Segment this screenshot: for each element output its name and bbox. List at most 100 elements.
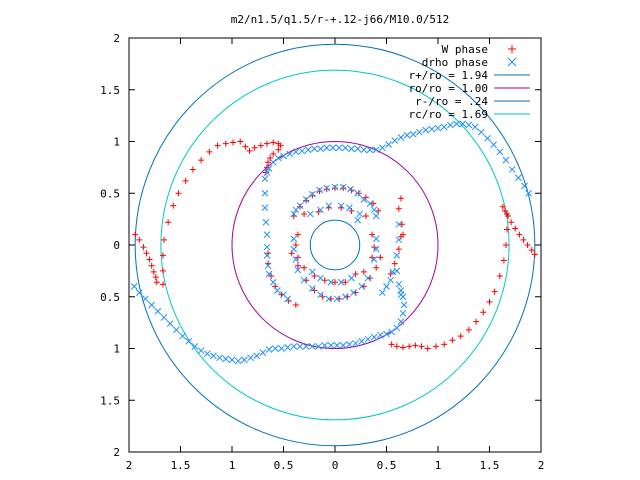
w-phase-point: [432, 343, 439, 350]
w-phase-point: [520, 236, 527, 243]
drho-phase-point: [341, 293, 349, 301]
drho-phase-point: [302, 343, 310, 350]
x-tick-label: 1.5: [171, 459, 191, 472]
drho-phase-point: [247, 354, 254, 362]
circle-rcro: [160, 69, 510, 421]
drho-phase-point: [130, 283, 138, 290]
drho-phase-point: [263, 169, 271, 176]
w-phase-point: [198, 157, 205, 164]
w-phase-point: [524, 242, 531, 248]
w-phase-point: [285, 297, 292, 304]
drho-phase-point: [290, 210, 298, 218]
drho-phase-point: [329, 144, 337, 152]
w-phase-point: [159, 252, 166, 259]
drho-phase-point: [358, 283, 366, 290]
drho-phase-point: [286, 150, 294, 158]
drho-phase-point: [409, 130, 417, 138]
drho-phase-point: [387, 276, 394, 284]
drho-phase-point: [403, 131, 411, 139]
drho-phase-point: [298, 147, 306, 155]
drho-phase-point: [364, 274, 372, 282]
phase-points: [130, 120, 538, 365]
drho-phase-point: [514, 174, 522, 182]
w-phase-point: [301, 264, 308, 271]
w-phase-point: [206, 148, 213, 155]
w-phase-point: [230, 139, 237, 146]
w-phase-point: [391, 260, 398, 267]
drho-phase-point: [348, 274, 355, 282]
w-phase-point: [516, 231, 523, 238]
drho-phase-point: [397, 134, 405, 141]
y-tick-label: 2: [113, 32, 120, 45]
w-phase-point: [418, 343, 425, 350]
w-phase-point: [395, 205, 402, 212]
w-phase-point: [277, 142, 284, 149]
drho-phase-point: [508, 166, 516, 173]
drho-phase-point: [471, 123, 479, 131]
w-phase-point: [348, 207, 355, 214]
drho-phase-point: [306, 210, 314, 218]
w-phase-point: [316, 188, 323, 195]
drho-phase-point: [280, 152, 287, 160]
legend-label: r-/ro = .24: [415, 95, 488, 108]
drho-phase-point: [348, 145, 355, 153]
drho-phase-point: [354, 145, 362, 153]
w-phase-point: [332, 279, 338, 286]
drho-phase-point: [346, 341, 353, 348]
drho-phase-point: [135, 289, 143, 296]
drho-phase-point: [327, 342, 335, 349]
drho-phase-point: [453, 120, 460, 128]
drho-phase-point: [228, 356, 236, 364]
w-phase-point: [132, 231, 139, 238]
drho-phase-point: [316, 186, 323, 194]
drho-phase-point: [465, 121, 473, 129]
legend-label: W phase: [442, 43, 488, 56]
drho-phase-point: [269, 278, 277, 286]
drho-phase-point: [395, 236, 403, 244]
w-phase-point: [480, 309, 487, 316]
drho-phase-point: [372, 245, 380, 253]
y-tick-label: 0.5: [100, 291, 120, 304]
drho-phase-point: [280, 291, 287, 299]
drho-phase-point: [166, 320, 174, 328]
drho-phase-point: [323, 184, 331, 192]
w-phase-point: [246, 147, 253, 154]
w-phase-point: [152, 274, 159, 281]
w-phase-point: [395, 246, 402, 253]
drho-phase-point: [179, 332, 186, 340]
chart-title: m2/n1.5/q1.5/r-+.12-j66/M10.0/512: [231, 13, 450, 26]
w-phase-point: [449, 337, 456, 344]
x-tick-label: 1: [435, 459, 442, 472]
drho-phase-point: [290, 343, 298, 350]
w-phase-point: [159, 267, 166, 274]
drho-phase-point: [308, 343, 316, 350]
drho-phase-point: [333, 342, 341, 349]
drho-phase-point: [397, 291, 405, 299]
drho-phase-point: [372, 146, 380, 154]
circle-r+ro: [134, 43, 536, 447]
drho-phase-point: [234, 357, 242, 365]
drho-phase-point: [399, 309, 407, 317]
drho-phase-point: [142, 295, 149, 303]
w-phase-point: [406, 343, 413, 350]
legend-marker: [508, 45, 516, 53]
w-phase-point: [214, 142, 221, 149]
drho-phase-point: [308, 190, 316, 198]
drho-phase-point: [372, 212, 380, 220]
drho-phase-point: [197, 347, 205, 354]
drho-phase-point: [339, 183, 347, 191]
w-phase-point: [262, 169, 269, 176]
w-phase-point: [270, 139, 277, 146]
drho-phase-point: [191, 343, 199, 350]
w-phase-point: [136, 236, 143, 243]
drho-phase-point: [347, 185, 354, 193]
legend-marker: [507, 57, 517, 67]
w-phase-point: [146, 256, 153, 263]
w-phase-point: [267, 155, 274, 162]
w-phase-point: [294, 262, 301, 269]
w-phase-point: [397, 195, 404, 202]
x-tick-label: 0: [332, 459, 339, 472]
drho-phase-point: [300, 276, 308, 284]
w-phase-point: [398, 221, 405, 228]
